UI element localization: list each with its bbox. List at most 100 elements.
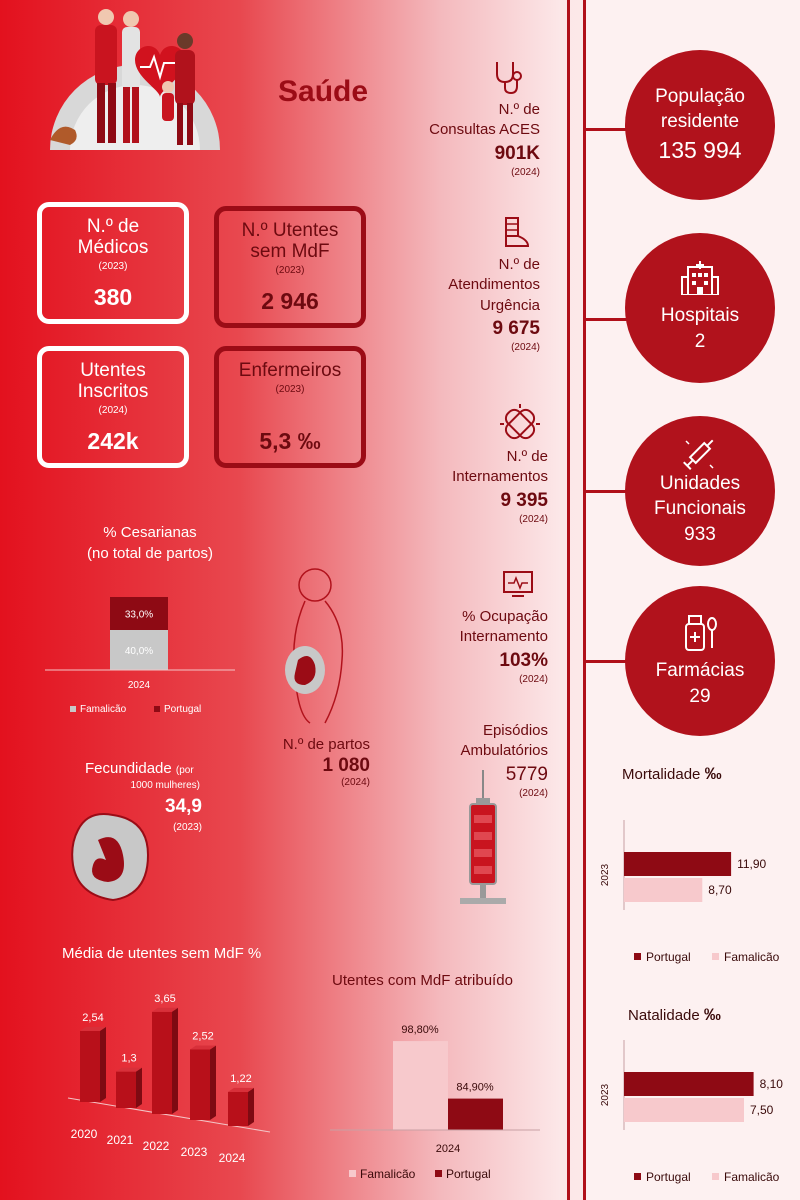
medicos-value: 380 (93, 284, 133, 310)
hospitais-label: Hospitais (660, 305, 740, 327)
x-tick-label: 2023 (181, 1145, 208, 1159)
x-tick-label: 2020 (71, 1127, 98, 1141)
womb-illustration (71, 813, 150, 902)
populacao-value: 135 994 (658, 137, 742, 164)
bar-side (248, 1087, 254, 1126)
utentes-inscritos-value: 242k (87, 428, 139, 454)
bar-top (228, 1087, 254, 1092)
ambulatorios-value: 5779 (505, 763, 548, 785)
mortalidade-title-text: Mortalidade (622, 766, 701, 783)
ocupacao-year: (2024) (519, 674, 548, 686)
cesarianas-chart: 40,0% 33,0% 2024 Famalicão Portugal (45, 597, 235, 715)
mortalidade-unit: ‰ (704, 764, 722, 783)
medicos-label2: Médicos (77, 236, 149, 258)
medicos-label: N.º de (86, 216, 140, 237)
bar-top (152, 1007, 178, 1012)
hospitais-circle: Hospitais 2 (625, 233, 775, 383)
bar (228, 1091, 248, 1126)
enfermeiros-box: Enfermeiros (2023) 5,3 ‰ (214, 346, 366, 468)
enfermeiros-label: Enfermeiros (238, 360, 342, 381)
utentes-sem-mdf-value: 2 946 (261, 288, 319, 314)
bar-side (172, 1007, 178, 1114)
x-tick-label: 2021 (107, 1133, 134, 1147)
populacao-label: População (655, 85, 745, 107)
partos-year: (2024) (341, 777, 370, 789)
urgencia-label: N.º de (498, 256, 540, 273)
data-label: 1,22 (230, 1073, 251, 1085)
farmacias-circle: Farmácias 29 (625, 586, 775, 736)
legend-swatch-portugal (154, 706, 160, 712)
natalidade-unit: ‰ (703, 1005, 721, 1024)
connector-line (583, 318, 628, 321)
x-tick-label: 2022 (143, 1139, 170, 1153)
ambulatorios-label2: Ambulatórios (460, 742, 548, 760)
enfermeiros-year: (2023) (275, 383, 305, 395)
urgencia-year: (2024) (511, 342, 540, 354)
bar-side (136, 1067, 142, 1108)
connector-line (583, 128, 628, 131)
bar-label: 8,70 (708, 883, 732, 897)
mortalidade-title: Mortalidade ‰ (622, 764, 722, 784)
x-tick-label: 2024 (128, 680, 151, 691)
bar-famalicão (624, 1098, 744, 1122)
internamentos-label: N.º de (506, 448, 548, 465)
consultas-label2: Consultas ACES (429, 121, 540, 139)
internamentos-label2: Internamentos (452, 468, 548, 486)
bar-side (210, 1045, 216, 1120)
partos-value: 1 080 (322, 755, 370, 777)
bar-top (116, 1067, 142, 1072)
syringe-icon (460, 770, 506, 904)
bar-label: 7,50 (750, 1103, 774, 1117)
medicos-year: (2023) (98, 260, 128, 272)
cesarianas-title-line2: (no total de partos) (87, 545, 213, 562)
utentes-inscritos-box: Utentes Inscritos (2024) 242k (37, 346, 189, 468)
x-axis (67, 1097, 271, 1133)
farmacias-value: 29 (689, 686, 711, 707)
utentes-inscritos-label2: Inscritos (77, 380, 149, 402)
consultas-year: (2024) (511, 167, 540, 179)
bar-top (190, 1045, 216, 1050)
partos-label: N.º de partos (282, 736, 370, 753)
internamentos-year: (2024) (519, 514, 548, 526)
legend-swatch (634, 1173, 641, 1180)
legend-swatch (712, 953, 719, 960)
internamentos-value: 9 395 (500, 489, 548, 511)
legend-label-famalicao: Famalicão (360, 1167, 416, 1181)
bar (116, 1071, 136, 1108)
x-tick-label: 2024 (219, 1151, 246, 1165)
y-tick-label: 2023 (600, 1083, 611, 1106)
cesarianas-title-line1: % Cesarianas (103, 524, 197, 541)
internamentos-stat: N.º de Internamentos 9 395 (2024) (400, 447, 548, 527)
bar-side (100, 1026, 106, 1102)
bar-portugal (110, 597, 168, 630)
cesarianas-title: % Cesarianas (no total de partos) (70, 522, 230, 564)
ocupacao-label: % Ocupação (462, 608, 548, 625)
fecundidade-sub: (por (175, 765, 194, 776)
data-label: 3,65 (154, 993, 175, 1005)
bar (80, 1030, 100, 1102)
media-utentes-title: Média de utentes sem MdF % (62, 945, 262, 962)
ocupacao-stat: % Ocupação Internamento 103% (2024) (400, 607, 548, 687)
legend-swatch-portugal (435, 1170, 442, 1177)
natalidade-chart: 2023 8,10 7,50 Portugal Famalicão (600, 1040, 783, 1184)
utentes-mdf-chart: 98,80% 84,90% 2024 Famalicão Portugal (330, 1024, 540, 1181)
stethoscope-icon (496, 62, 522, 95)
monitor-icon (503, 571, 533, 597)
family-illustration (50, 9, 220, 150)
farmacias-label: Farmácias (655, 660, 745, 682)
bar-label-famalicao: 98,80% (401, 1024, 439, 1036)
unidades-label2: Funcionais (654, 498, 746, 520)
urgencia-value: 9 675 (492, 317, 540, 339)
bar (152, 1011, 172, 1114)
data-label: 2,52 (192, 1030, 213, 1042)
legend-swatch (634, 953, 641, 960)
consultas-value: 901K (494, 142, 540, 164)
legend-label-portugal: Portugal (446, 1167, 491, 1181)
hospital-icon (681, 261, 719, 296)
utentes-sem-mdf-label: N.º Utentes (241, 220, 339, 241)
bandage-icon (500, 404, 540, 440)
natalidade-title: Natalidade ‰ (628, 1005, 721, 1025)
mortalidade-chart: 2023 11,90 8,70 Portugal Famalicão (600, 820, 780, 964)
urgencia-label3: Urgência (479, 296, 540, 314)
bar-label-famalicao: 40,0% (125, 646, 153, 657)
